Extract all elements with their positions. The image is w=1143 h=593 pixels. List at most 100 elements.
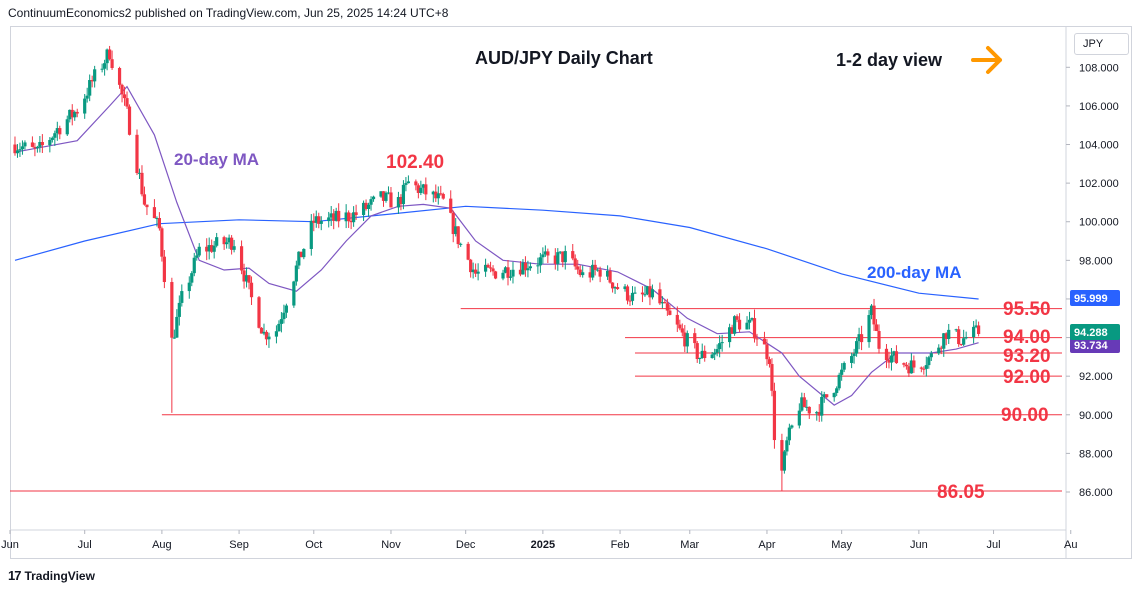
candle-body bbox=[170, 282, 174, 338]
candle-body bbox=[314, 216, 318, 223]
candle-body bbox=[197, 246, 201, 256]
candle-body bbox=[73, 111, 77, 118]
candle-body bbox=[855, 341, 859, 354]
candle-body bbox=[837, 374, 841, 389]
candle-body bbox=[68, 109, 72, 120]
candle-body bbox=[508, 276, 513, 278]
candle-body bbox=[284, 305, 288, 313]
candle-body bbox=[889, 355, 894, 363]
candle-body bbox=[18, 149, 22, 151]
candle-body bbox=[58, 128, 62, 135]
candle-body bbox=[108, 49, 112, 60]
candle-body bbox=[678, 324, 682, 329]
candle-body bbox=[212, 245, 216, 252]
price-tick-label: 102.000 bbox=[1079, 178, 1119, 190]
candle-body bbox=[399, 197, 403, 205]
candle-body bbox=[347, 212, 351, 222]
candle-body bbox=[553, 255, 557, 264]
candle-body bbox=[85, 95, 89, 99]
candle-body bbox=[713, 352, 717, 355]
candle-body bbox=[518, 269, 523, 275]
candle-body bbox=[135, 134, 139, 174]
candle-body bbox=[83, 98, 87, 114]
candle-body bbox=[503, 267, 508, 273]
candle-body bbox=[75, 111, 79, 114]
candle-body bbox=[929, 353, 933, 358]
candle-body bbox=[623, 286, 627, 290]
candle-body bbox=[543, 251, 547, 255]
candle-body bbox=[815, 412, 819, 414]
candle-body bbox=[850, 356, 854, 363]
level-label-93.20: 93.20 bbox=[1003, 346, 1051, 367]
candle-body bbox=[366, 204, 371, 209]
candle-body bbox=[337, 210, 341, 222]
ma200-label: 200-day MA bbox=[867, 263, 961, 282]
candle-body bbox=[867, 315, 871, 343]
candle-body bbox=[371, 196, 376, 200]
candle-body bbox=[379, 191, 383, 197]
candle-body bbox=[650, 289, 655, 298]
time-tick-label: Aug bbox=[152, 539, 172, 551]
ma20-line bbox=[14, 85, 979, 406]
candle-body bbox=[974, 325, 978, 327]
candle-body bbox=[332, 213, 336, 221]
candle-body bbox=[593, 264, 597, 270]
candle-body bbox=[643, 294, 647, 296]
candle-body bbox=[145, 204, 149, 208]
candle-body bbox=[658, 289, 662, 304]
candle-body bbox=[416, 185, 420, 193]
candle-body bbox=[491, 268, 495, 272]
candle-body bbox=[369, 199, 373, 205]
candle-body bbox=[571, 251, 575, 259]
candle-body bbox=[421, 184, 425, 188]
time-tick-label: Oct bbox=[305, 539, 322, 551]
candle-body bbox=[117, 68, 122, 85]
candle-body bbox=[436, 193, 440, 199]
candle-body bbox=[685, 333, 689, 347]
time-tick-label: Mar bbox=[680, 539, 699, 551]
time-tick-label: Jul bbox=[78, 539, 92, 551]
candle-body bbox=[892, 351, 896, 356]
candle-body bbox=[15, 150, 20, 154]
brand-name: TradingView bbox=[24, 568, 95, 583]
candle-body bbox=[884, 348, 889, 361]
candle-body bbox=[872, 305, 876, 325]
candle-body bbox=[434, 191, 438, 199]
candle-body bbox=[292, 281, 296, 306]
candle-body bbox=[720, 342, 724, 344]
candle-body bbox=[954, 329, 958, 331]
candle-body bbox=[680, 328, 684, 333]
candle-body bbox=[486, 264, 490, 268]
candle-body bbox=[30, 142, 35, 147]
last-price-badge: 94.288 bbox=[1070, 324, 1120, 340]
candle-body bbox=[613, 287, 617, 289]
time-tick-label: Jun bbox=[910, 539, 928, 551]
candle-body bbox=[35, 146, 39, 149]
candle-body bbox=[451, 212, 455, 235]
candle-body bbox=[675, 314, 679, 325]
currency-selector[interactable]: JPY bbox=[1074, 33, 1129, 55]
candle-body bbox=[787, 427, 791, 441]
ma200-price-badge-bg bbox=[1070, 290, 1120, 306]
candle-body bbox=[210, 245, 214, 252]
candle-body bbox=[947, 329, 951, 339]
candle-body bbox=[187, 282, 191, 292]
candle-body bbox=[172, 337, 176, 339]
candle-body bbox=[247, 275, 251, 283]
candle-body bbox=[389, 192, 393, 208]
time-tick-label: Dec bbox=[456, 539, 476, 551]
candle-body bbox=[493, 271, 498, 279]
footer-brand[interactable]: 17 TradingView bbox=[8, 568, 95, 583]
candle-body bbox=[924, 365, 928, 369]
candle-body bbox=[927, 357, 931, 366]
candle-body bbox=[100, 68, 104, 70]
candle-body bbox=[222, 237, 226, 245]
candle-body bbox=[606, 270, 610, 277]
price-tick-label: 92.000 bbox=[1079, 371, 1113, 383]
candle-body bbox=[349, 221, 353, 223]
candle-body bbox=[93, 69, 97, 82]
candle-body bbox=[852, 353, 856, 357]
chart-frame[interactable] bbox=[10, 26, 1132, 559]
candle-body bbox=[195, 255, 199, 258]
